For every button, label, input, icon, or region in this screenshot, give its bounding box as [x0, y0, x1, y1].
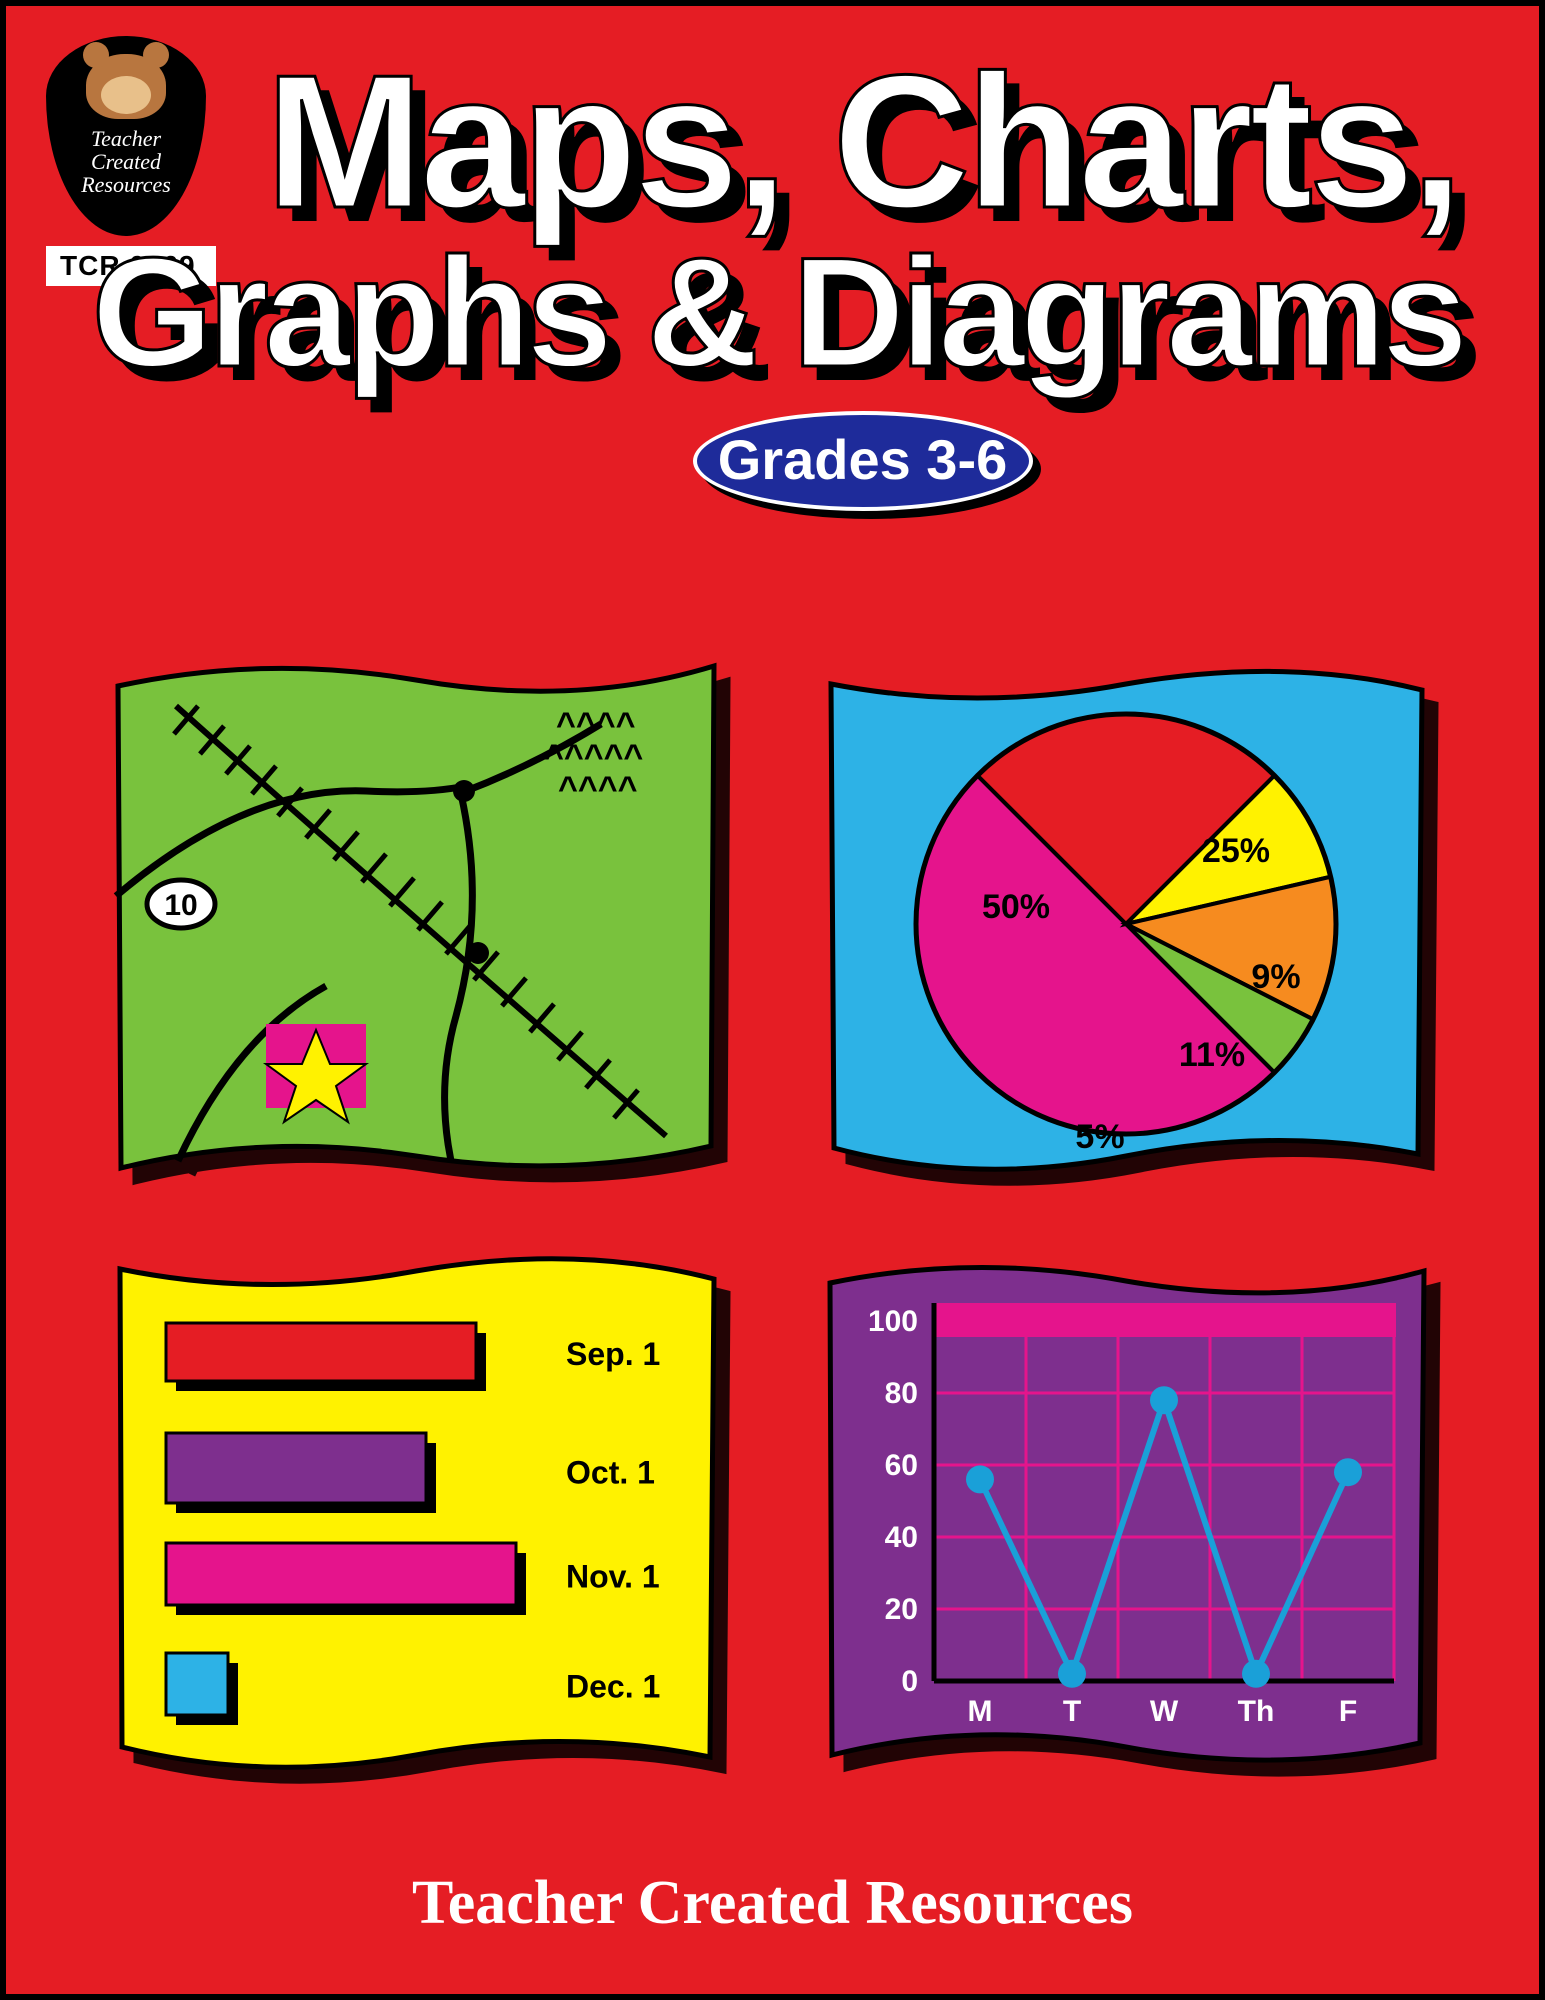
- pie-slice-label: 9%: [1251, 958, 1300, 996]
- x-tick-label: T: [1063, 1695, 1081, 1728]
- pie-slice-label: 50%: [982, 888, 1050, 926]
- title-line-2: Graphs & Diagrams: [56, 234, 1499, 393]
- title-line-1: Maps, Charts,: [226, 46, 1499, 240]
- bar: [166, 1433, 426, 1503]
- svg-text:^^^^: ^^^^: [558, 770, 638, 808]
- book-cover: Teacher Created Resources TCR 0169 Maps,…: [0, 0, 1545, 2000]
- bar-label: Sep. 1: [566, 1336, 660, 1372]
- bar: [166, 1653, 228, 1715]
- bar-label: Nov. 1: [566, 1559, 660, 1595]
- y-tick-label: 60: [885, 1449, 918, 1482]
- pie-slice-label: 5%: [1075, 1118, 1124, 1156]
- logo-shield: Teacher Created Resources: [46, 36, 206, 236]
- logo-brand-text: Teacher Created Resources: [81, 127, 171, 196]
- line-point: [966, 1465, 994, 1493]
- line-point: [1242, 1660, 1270, 1688]
- line-point: [1334, 1458, 1362, 1486]
- y-tick-label: 100: [868, 1305, 918, 1338]
- x-tick-label: W: [1150, 1695, 1179, 1728]
- bar-label: Dec. 1: [566, 1669, 660, 1705]
- example-panels: 10 ^^^^ ^^^^^ ^^^^ 50%25%9%11: [106, 646, 1451, 1826]
- x-tick-label: Th: [1238, 1695, 1275, 1728]
- line-point: [1058, 1660, 1086, 1688]
- svg-text:10: 10: [164, 889, 197, 922]
- bar: [166, 1543, 516, 1605]
- line-point: [1150, 1386, 1178, 1414]
- pie-slice-label: 25%: [1202, 832, 1270, 870]
- grades-badge: Grades 3-6: [693, 411, 1033, 511]
- publisher-name: Teacher Created Resources: [6, 1868, 1539, 1939]
- y-tick-label: 20: [885, 1593, 918, 1626]
- y-tick-label: 0: [901, 1665, 918, 1698]
- star-marker: [266, 1024, 366, 1122]
- tree-symbols: ^^^^ ^^^^^ ^^^^: [544, 706, 643, 808]
- y-tick-label: 80: [885, 1377, 918, 1410]
- x-tick-label: M: [968, 1695, 993, 1728]
- pie-slice-label: 11%: [1179, 1036, 1245, 1074]
- bar-label: Oct. 1: [566, 1454, 655, 1490]
- bar: [166, 1323, 476, 1381]
- pie-chart-panel: 50% 25% 9% 11% 5%: [816, 646, 1436, 1186]
- map-panel: 10 ^^^^ ^^^^^ ^^^^: [106, 646, 726, 1186]
- line-chart-panel: 0 20 40 60 80 100 M T W Th F: [816, 1241, 1436, 1781]
- route-shield: 10: [147, 880, 215, 928]
- y-tick-label: 40: [885, 1521, 918, 1554]
- bar-chart-panel: Sep. 1 Oct. 1 Nov. 1 Dec. 1: [106, 1241, 726, 1781]
- bear-icon: [86, 54, 166, 119]
- x-tick-label: F: [1339, 1695, 1357, 1728]
- cover-title: Maps, Charts, Graphs & Diagrams Grades 3…: [226, 46, 1499, 511]
